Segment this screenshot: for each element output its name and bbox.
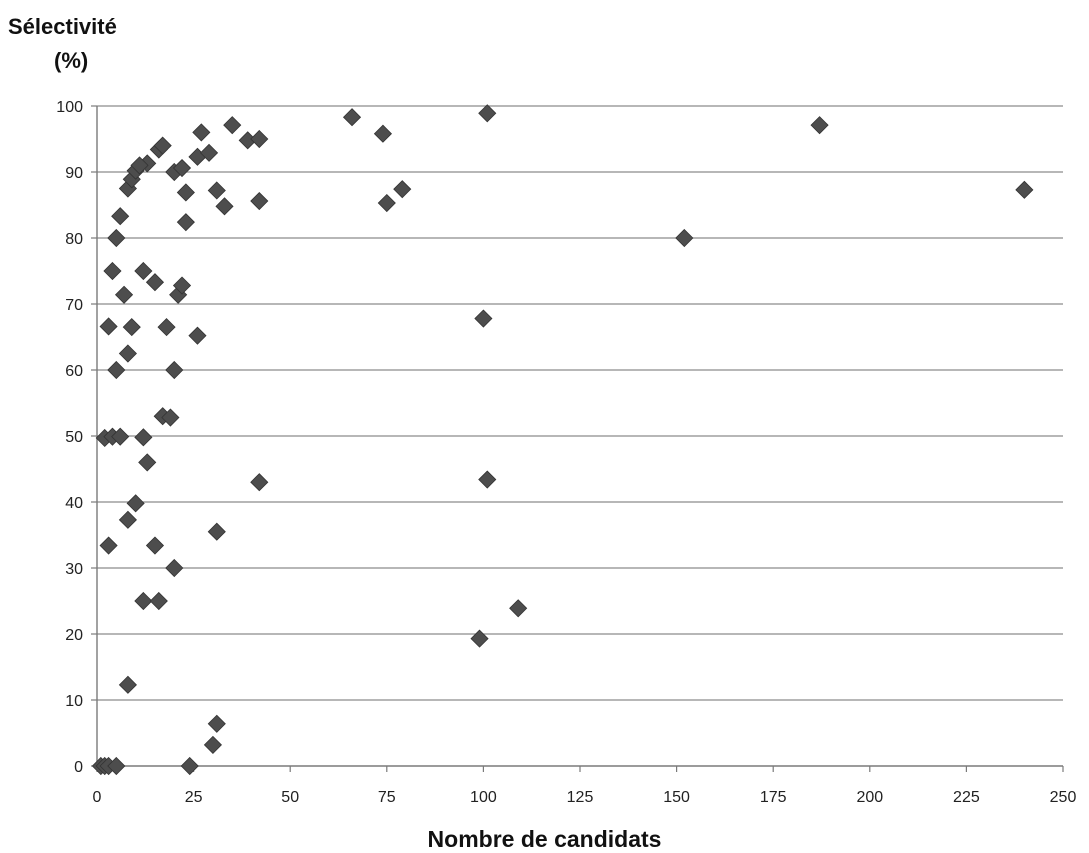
data-point: [172, 276, 192, 295]
data-point: [377, 193, 396, 213]
x-tick-label: 0: [93, 789, 102, 806]
data-point: [165, 360, 184, 380]
data-point: [118, 510, 137, 529]
x-tick-label: 225: [953, 789, 980, 806]
data-point: [250, 129, 269, 149]
data-point: [373, 124, 393, 143]
y-tick-label: 40: [65, 495, 83, 512]
y-tick-label: 100: [56, 99, 83, 116]
data-point: [157, 318, 176, 337]
data-point: [203, 735, 222, 754]
x-tick-labels: 0 25 50 75 100 125 150 175 200 225 250: [93, 789, 1077, 806]
data-point: [192, 123, 211, 142]
x-tick-label: 150: [663, 789, 690, 806]
data-point: [393, 180, 412, 199]
x-tick-label: 50: [281, 789, 299, 806]
y-tick-label: 10: [65, 693, 83, 710]
data-point: [810, 116, 829, 135]
data-point: [176, 183, 195, 202]
data-point: [138, 453, 157, 472]
y-tick-label: 20: [65, 627, 83, 644]
data-point: [118, 344, 137, 363]
y-tick-label: 0: [74, 759, 83, 776]
data-point: [474, 309, 493, 328]
data-point: [99, 317, 118, 336]
x-tick-label: 125: [567, 789, 594, 806]
data-point: [153, 136, 172, 155]
data-point: [107, 228, 126, 248]
data-point: [99, 536, 118, 555]
data-point: [134, 261, 153, 281]
data-point: [199, 143, 219, 162]
data-point: [215, 197, 234, 216]
x-axis-label: Nombre de candidats: [427, 826, 662, 852]
data-point: [107, 360, 126, 380]
data-point: [509, 599, 528, 618]
data-point: [114, 285, 134, 304]
data-point: [145, 273, 165, 292]
data-point: [207, 714, 226, 733]
data-point: [161, 408, 180, 427]
data-point: [134, 591, 153, 611]
y-tick-label: 30: [65, 561, 83, 578]
y-tick-label: 90: [65, 165, 83, 182]
data-point: [130, 156, 149, 175]
data-point: [172, 158, 192, 178]
data-point: [165, 558, 184, 578]
y-tick-label: 50: [65, 429, 83, 446]
y-tick-labels: 0 10 20 30 40 50 60 70 80 90 100: [56, 99, 83, 776]
y-axis-label-line-2: (%): [54, 48, 89, 73]
x-tick-label: 100: [470, 789, 497, 806]
data-point: [145, 536, 165, 555]
data-point: [176, 213, 195, 232]
y-tick-label: 70: [65, 297, 83, 314]
data-point: [1015, 180, 1034, 199]
data-point: [342, 108, 362, 127]
data-point: [107, 756, 126, 776]
data-point: [111, 427, 130, 446]
data-point: [188, 326, 207, 345]
y-tick-label: 60: [65, 363, 83, 380]
data-point: [207, 181, 226, 200]
data-point: [478, 470, 497, 489]
data-point: [180, 756, 199, 776]
data-point: [149, 591, 168, 611]
y-tick-label: 80: [65, 231, 83, 248]
data-point: [250, 191, 269, 211]
data-point: [118, 675, 137, 694]
gridlines: [97, 105, 1063, 701]
data-point: [470, 629, 489, 648]
data-points: [91, 104, 1034, 776]
y-axis-label-line-1: Sélectivité: [8, 14, 117, 39]
x-tick-label: 75: [378, 789, 396, 806]
data-point: [134, 428, 153, 447]
x-tick-label: 25: [185, 789, 203, 806]
x-tick-label: 200: [856, 789, 883, 806]
data-point: [223, 116, 242, 135]
x-tick-label: 175: [760, 789, 787, 806]
data-point: [478, 104, 497, 123]
data-point: [111, 207, 130, 226]
data-point: [250, 473, 269, 492]
data-point: [126, 494, 145, 513]
data-point: [103, 261, 122, 281]
data-point: [675, 228, 694, 248]
data-point: [122, 318, 141, 337]
data-point: [207, 522, 226, 541]
axes: [91, 105, 1064, 772]
x-tick-label: 250: [1050, 789, 1077, 806]
